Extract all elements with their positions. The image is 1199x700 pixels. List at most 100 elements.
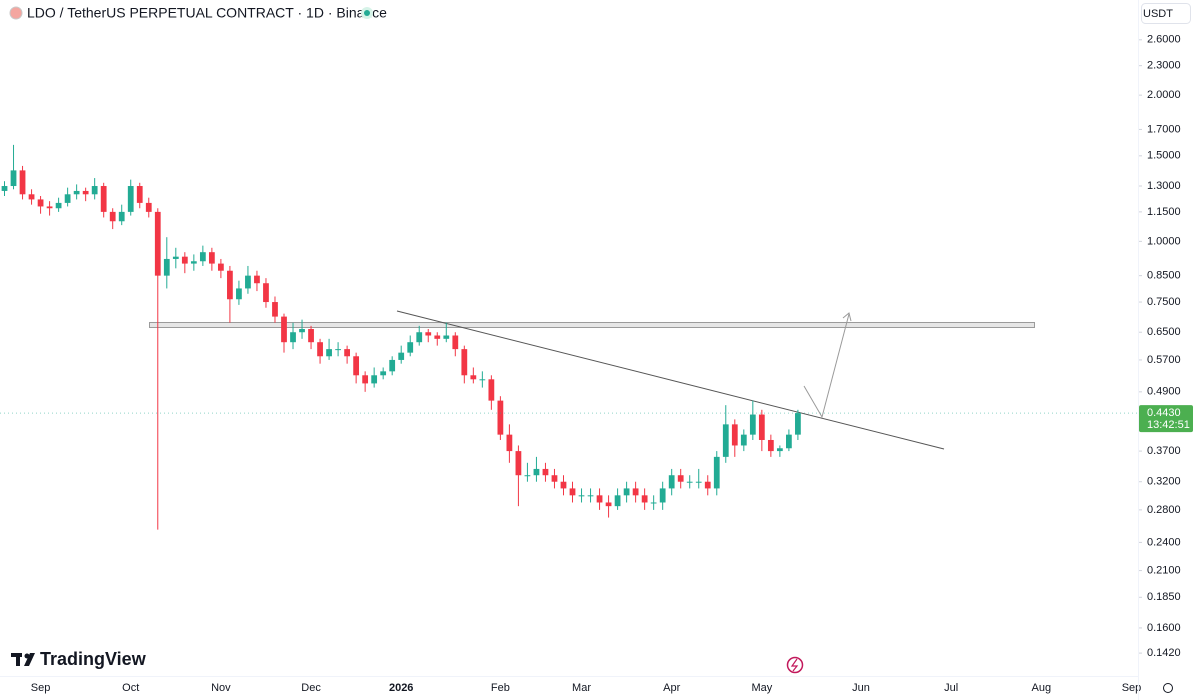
candle-body <box>407 342 414 353</box>
candle-body <box>614 495 621 507</box>
x-tick-label: Sep <box>1122 682 1142 694</box>
candle-body <box>181 256 188 264</box>
candle-body <box>272 302 278 317</box>
candle-body <box>623 488 630 496</box>
y-tick-label: 0.2800 <box>1147 504 1181 516</box>
candle-body <box>722 424 729 457</box>
x-tick-label: Nov <box>211 682 231 694</box>
candle-body <box>695 481 702 483</box>
y-tick-label: 0.1850 <box>1147 591 1181 603</box>
logo-slash <box>24 653 35 666</box>
candle-body <box>398 352 405 360</box>
candle-body <box>569 488 576 496</box>
candle-body <box>127 186 134 212</box>
settings-icon[interactable] <box>1163 683 1173 693</box>
candle-body <box>290 332 296 343</box>
candle-body <box>308 329 314 343</box>
candle-body <box>686 481 693 483</box>
x-tick-label: Oct <box>122 682 139 694</box>
candle-body <box>1 186 8 191</box>
candle-body <box>37 199 44 207</box>
y-tick-label: 0.2400 <box>1147 536 1181 548</box>
chart-title: LDO / TetherUS PERPETUAL CONTRACT · 1D ·… <box>27 5 387 21</box>
candle-body <box>740 434 747 446</box>
candle-body <box>641 495 648 503</box>
y-tick-label: 2.0000 <box>1147 89 1181 101</box>
candle-body <box>55 202 62 209</box>
candle-body <box>326 349 332 357</box>
candle-body <box>551 475 558 482</box>
candle-body <box>488 379 495 401</box>
candle-body <box>263 283 269 303</box>
y-tick-label: 0.5700 <box>1147 354 1181 366</box>
candle-body <box>795 413 801 435</box>
candle-body <box>587 495 594 497</box>
candle-body <box>713 456 720 489</box>
candle-body <box>452 335 459 350</box>
candle-body <box>506 434 513 452</box>
candle-body <box>362 375 369 384</box>
projection-arrow <box>803 313 850 419</box>
x-tick-label: Dec <box>301 682 321 694</box>
candle-body <box>767 439 774 452</box>
x-tick-label: Sep <box>31 682 51 694</box>
x-tick-label: Aug <box>1032 682 1052 694</box>
candle-body <box>136 186 143 203</box>
brand-logo: TradingView <box>11 649 147 669</box>
candle-body <box>28 194 35 200</box>
candle-body <box>786 434 792 449</box>
candle-body <box>389 359 396 372</box>
candle-body <box>100 186 107 212</box>
candle-body <box>245 275 251 289</box>
candle-body <box>758 414 765 440</box>
candle-body <box>335 349 341 351</box>
candle-body <box>299 329 305 333</box>
candle-body <box>578 495 585 497</box>
y-tick-label: 1.5000 <box>1147 150 1181 162</box>
y-tick-label: 0.2100 <box>1147 564 1181 576</box>
candle-body <box>497 400 504 435</box>
candle-body <box>650 502 657 504</box>
candle-body <box>236 288 242 300</box>
alert-icon[interactable] <box>786 656 804 674</box>
countdown-label: 13:42:51 <box>1147 419 1190 431</box>
candle-body <box>190 261 197 264</box>
y-tick-label: 0.3200 <box>1147 476 1181 488</box>
x-tick-label: Mar <box>572 682 591 694</box>
candle-body <box>73 190 80 195</box>
last-price-tag <box>1139 405 1193 433</box>
candle-body <box>524 475 531 477</box>
candle-body <box>443 335 450 339</box>
x-tick-label: Apr <box>663 682 680 694</box>
y-tick-label: 1.3000 <box>1147 180 1181 192</box>
candle-body <box>281 316 287 343</box>
y-tick-label: 0.1420 <box>1147 647 1181 659</box>
candle-body <box>353 356 360 376</box>
candle-body <box>227 270 233 300</box>
candle-body <box>10 170 17 187</box>
status-dot <box>364 10 370 16</box>
logo-stem <box>16 653 20 666</box>
candle-body <box>704 481 711 489</box>
candle-body <box>533 468 540 476</box>
candle-body <box>118 211 125 222</box>
y-tick-label: 0.1600 <box>1147 622 1181 634</box>
candle-body <box>46 206 53 209</box>
candle-body <box>416 332 423 343</box>
candle-body <box>668 475 675 489</box>
y-tick-label: 0.4900 <box>1147 386 1181 398</box>
y-tick-label: 0.7500 <box>1147 296 1181 308</box>
candle-body <box>344 349 350 357</box>
currency-button[interactable] <box>1141 3 1191 24</box>
candle-body <box>542 468 549 476</box>
candle-body <box>776 448 783 452</box>
y-tick-label: 1.0000 <box>1147 235 1181 247</box>
x-tick-label: 2026 <box>389 682 413 694</box>
symbol-logo <box>9 6 23 20</box>
candle-body <box>425 332 432 336</box>
candle-body <box>596 495 603 503</box>
candle-body <box>659 488 666 503</box>
candle-body <box>605 502 612 507</box>
candle-body <box>208 252 215 264</box>
